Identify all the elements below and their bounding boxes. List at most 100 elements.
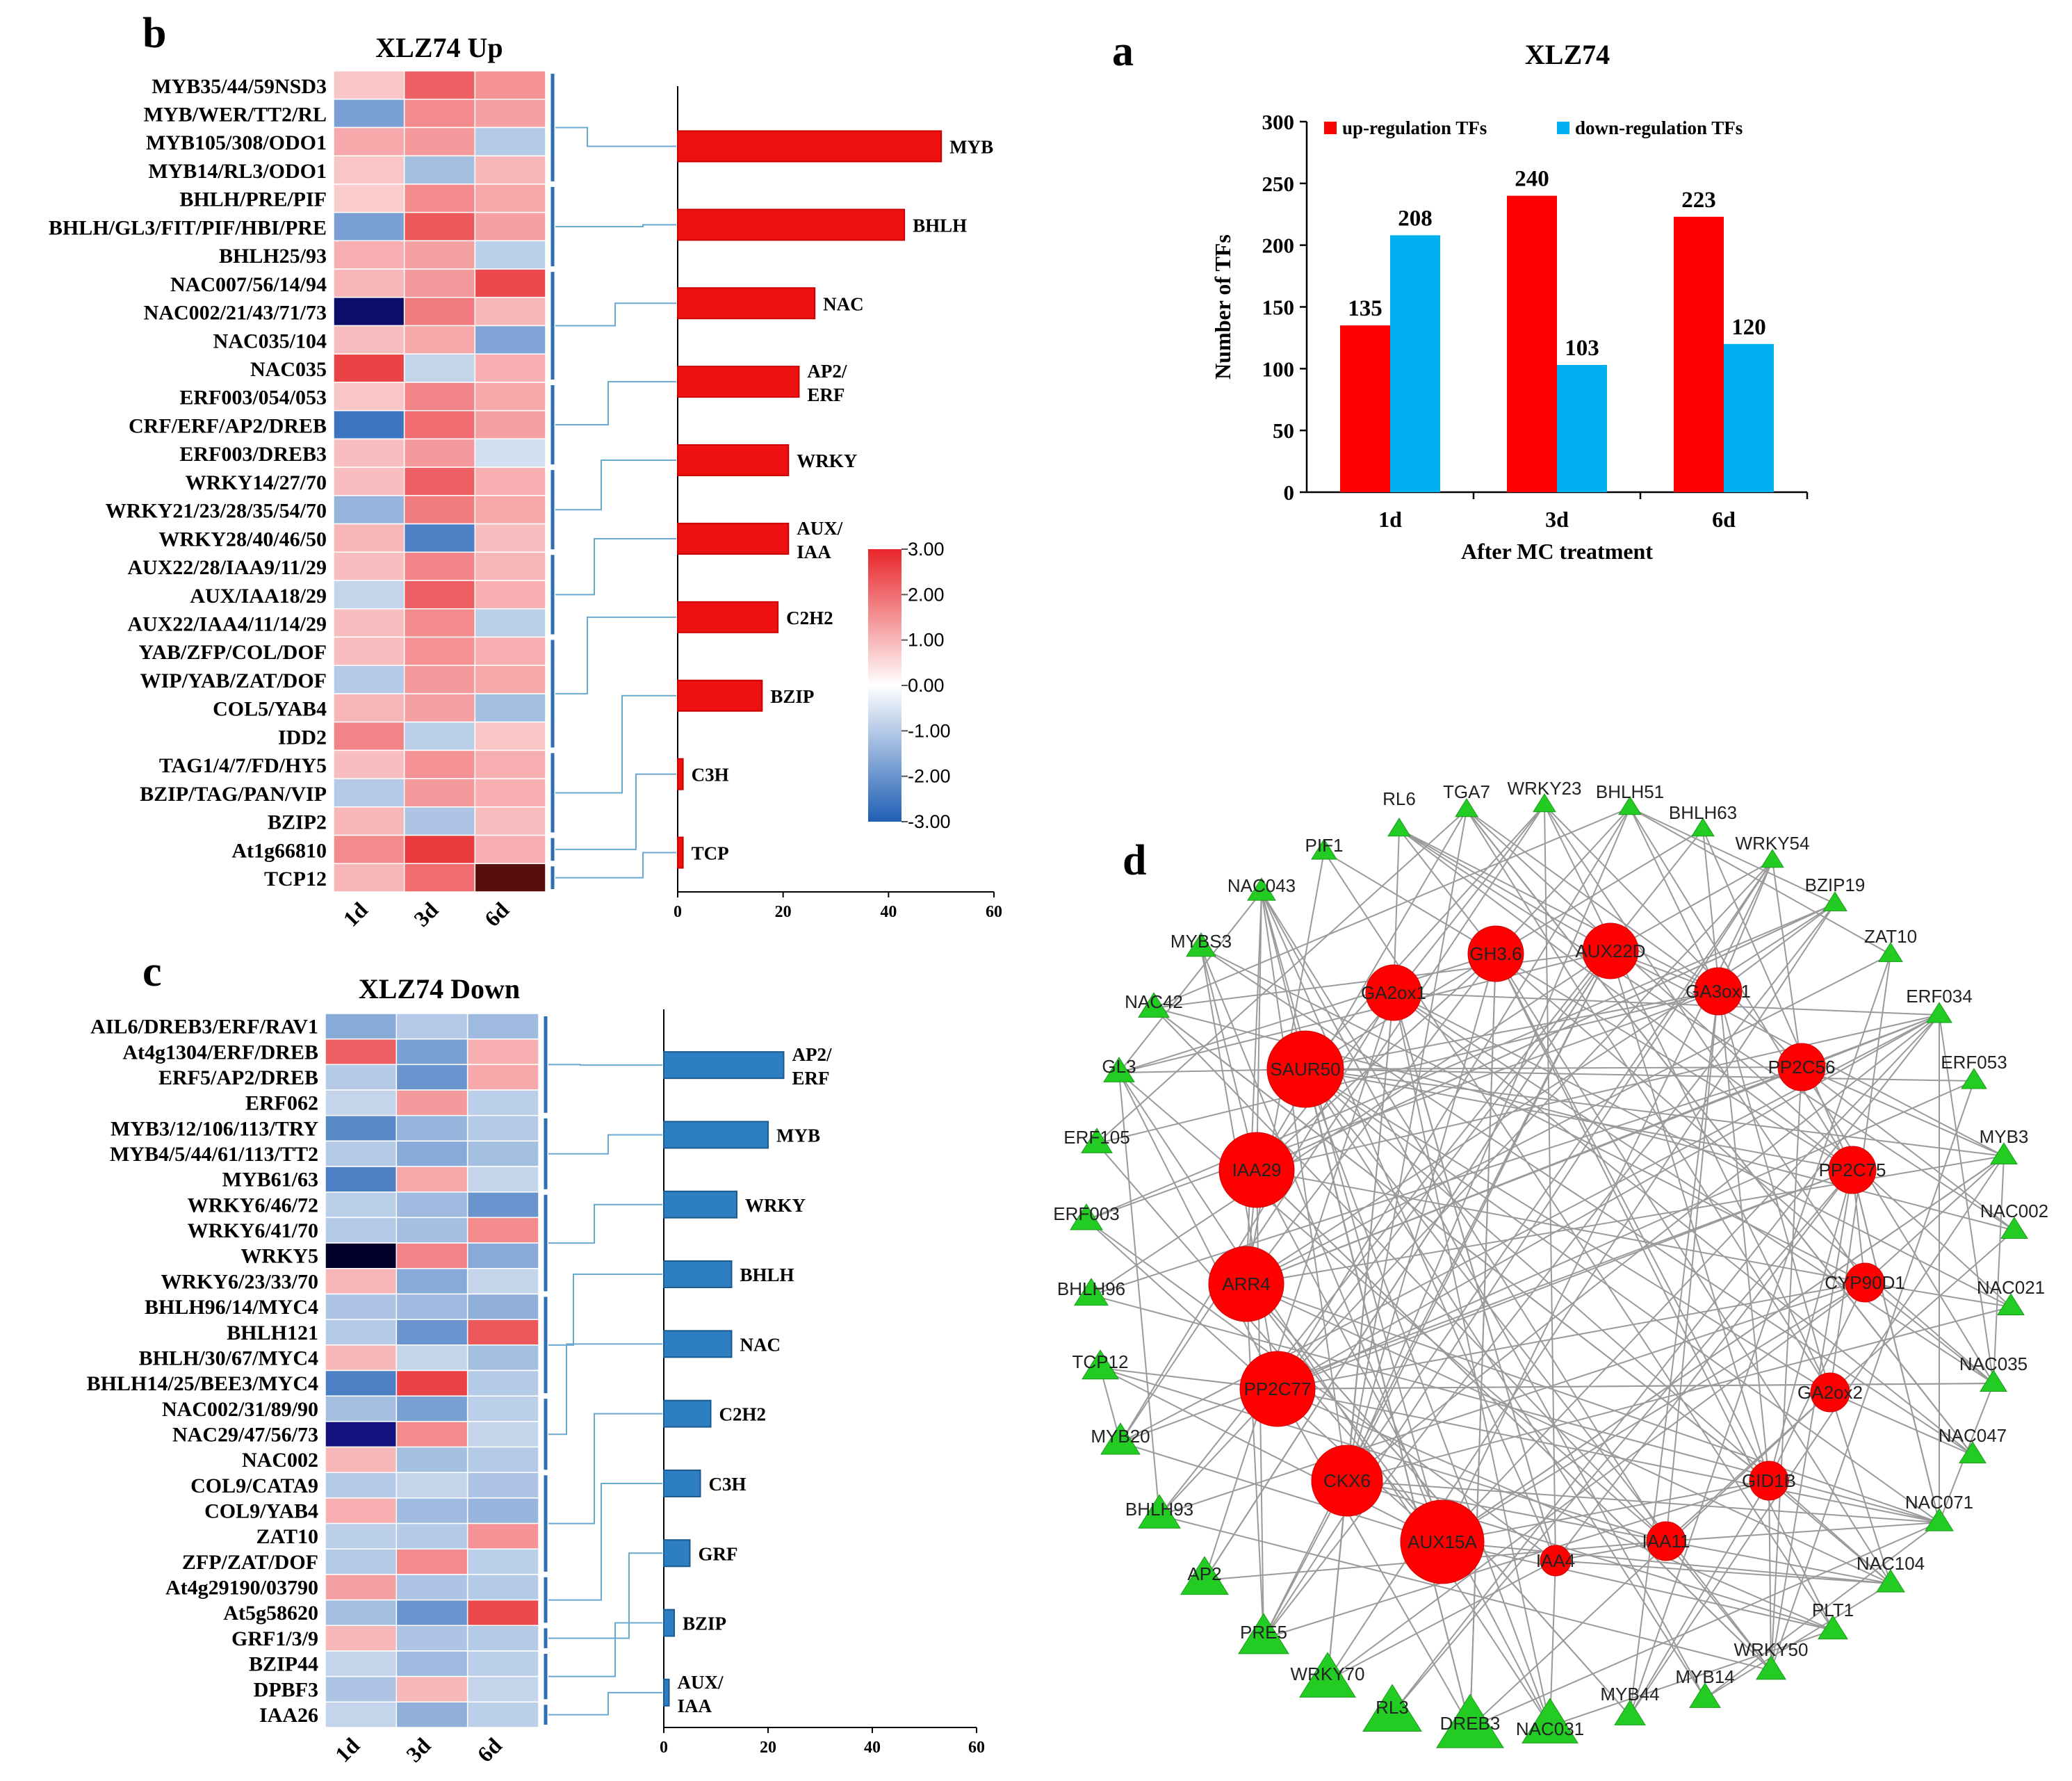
network-edge [1153, 1007, 1770, 1481]
network-edge [1829, 1392, 1891, 1584]
panel-letter-b: b [142, 10, 166, 57]
heatmap-row-label: ZFP/ZAT/DOF [182, 1551, 318, 1574]
heatmap-column-label: 6d [480, 897, 514, 931]
heatmap-cell [403, 353, 476, 383]
heatmap-row-label: WRKY6/41/70 [188, 1219, 318, 1242]
family-bar [663, 1330, 733, 1358]
hub-node-label: ARR4 [1222, 1274, 1270, 1294]
heatmap-cell [474, 749, 546, 779]
heatmap-cell [333, 523, 405, 553]
heatmap-row-label: NAC035 [250, 358, 327, 381]
heatmap-cell [333, 551, 405, 581]
heatmap-row-label: At1g66810 [231, 839, 327, 862]
network-edge [1118, 1072, 1551, 1727]
heatmap-cell [466, 1548, 539, 1575]
family-bars-b: 0 20 40 60 MYB BHLH NAC AP2/ERF WRKY AUX/IAA C2H2 B… [674, 86, 1002, 921]
tf-node-label: NAC42 [1125, 991, 1183, 1012]
family-bar [677, 444, 790, 477]
heatmap-cell [466, 1192, 539, 1219]
heatmap-cell [474, 184, 546, 213]
family-bar [663, 1469, 701, 1497]
network-edge [1096, 809, 1467, 1144]
heatmap-row-label: IDD2 [278, 726, 327, 749]
group-connector [555, 852, 676, 879]
tf-node-triangle [1138, 992, 1170, 1018]
tf-node-triangle [1959, 1441, 1987, 1464]
heatmap-cell [325, 1192, 398, 1219]
heatmap-cell [474, 806, 546, 836]
hub-node-label: IAA29 [1232, 1160, 1282, 1180]
heatmap-row-label: MYB105/308/ODO1 [146, 131, 327, 154]
legend-swatch [1324, 122, 1337, 134]
heatmap-cell [466, 1217, 539, 1244]
heatmap-cell [395, 1369, 468, 1397]
heatmap-cell [325, 1675, 398, 1703]
network-edge [1120, 804, 1545, 1443]
network-edge [1346, 953, 1496, 1481]
heatmap-cell [403, 580, 476, 610]
heatmap-cell [333, 580, 405, 610]
tf-node-label: BHLH63 [1669, 802, 1737, 823]
tf-node-label: ERF003 [1053, 1203, 1119, 1224]
heatmap-cell [325, 1319, 398, 1346]
tf-node-triangle [1074, 1278, 1109, 1306]
heatmap-cell [333, 98, 405, 129]
hub-node-label: CYP90D1 [1825, 1272, 1905, 1293]
network-edge [1246, 953, 1496, 1285]
heatmap-c: AIL6/DREB3/ERF/RAV1At4g1304/ERF/DREBERF5… [87, 1013, 539, 1767]
tf-node-triangle [1961, 1068, 1987, 1089]
family-bar-label-line: AUX/ [678, 1672, 724, 1693]
network-edge [1091, 1066, 1802, 1296]
heatmap-cell [474, 834, 546, 865]
y-axis-title: Number of TFs [1210, 234, 1235, 380]
network-edge [1096, 991, 1719, 1144]
network-edge [1629, 954, 1891, 1716]
tf-node-triangle [1311, 838, 1337, 860]
heatmap-cell [466, 1114, 539, 1142]
network-edge [1393, 992, 1551, 1727]
family-bars-tick-label: 20 [775, 903, 792, 921]
network-edge [1442, 1282, 1866, 1543]
heatmap-cell [395, 1395, 468, 1422]
heatmap-cell [395, 1242, 468, 1269]
network-edge [1768, 1480, 1891, 1584]
network-edge [1544, 804, 1556, 1561]
heatmap-cell [403, 127, 476, 156]
heatmap-cell [474, 353, 546, 383]
heatmap-cell [474, 863, 546, 893]
network-edge [1327, 1560, 1556, 1681]
y-tick-label: 300 [1262, 110, 1295, 134]
tf-node-label: TGA7 [1443, 781, 1490, 802]
tf-node-label: NAC071 [1905, 1492, 1973, 1513]
heatmap-cell [325, 1140, 398, 1167]
legend-label: down-regulation TFs [1575, 117, 1743, 138]
heatmap-column-label: 1d [330, 1732, 364, 1766]
heatmap-cell [325, 1013, 398, 1040]
heatmap-cell [466, 1701, 539, 1728]
tf-node-label: MYB14 [1675, 1666, 1734, 1687]
tf-node-triangle [1081, 1128, 1113, 1153]
heatmap-cell [474, 155, 546, 185]
network-edge [1393, 992, 1556, 1561]
tf-node-label: RL3 [1376, 1697, 1409, 1718]
heatmap-row-label: ERF003/054/053 [179, 387, 327, 409]
network-edge [1256, 809, 1467, 1171]
heatmap-cell [403, 268, 476, 298]
network-edge [1772, 860, 1802, 1068]
heatmap-cell [403, 834, 476, 865]
tf-node-triangle [1100, 1422, 1141, 1455]
heatmap-cell [466, 1038, 539, 1066]
network-edge [1393, 992, 1973, 1456]
heatmap-cell [333, 325, 405, 355]
heatmap-b-grouping [550, 74, 676, 889]
network-edge [1277, 1383, 1994, 1390]
family-bar [677, 287, 816, 320]
heatmap-row-label: ZAT10 [256, 1525, 318, 1548]
network-edge [1263, 1480, 1770, 1639]
heatmap-cell [395, 1192, 468, 1219]
hub-node-label: AUX15A [1408, 1531, 1477, 1552]
x-tick-label: 6d [1712, 507, 1736, 532]
heatmap-cell [474, 495, 546, 525]
family-bar [677, 836, 684, 869]
group-connector [548, 1691, 662, 1716]
